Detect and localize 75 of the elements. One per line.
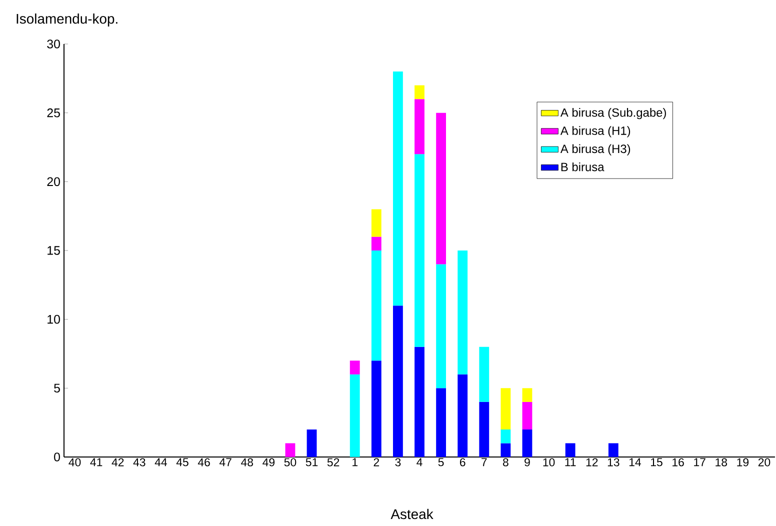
x-tick-label: 9 <box>524 458 530 466</box>
bar <box>393 72 403 306</box>
y-tick-label: 25 <box>47 108 60 118</box>
x-tick-label: 8 <box>503 458 508 466</box>
x-tick-label: 43 <box>133 458 146 466</box>
x-tick-label: 16 <box>672 458 684 466</box>
bar <box>371 209 382 237</box>
y-tick-label: 10 <box>48 314 60 324</box>
x-tick-label: 4 <box>416 458 422 466</box>
bar <box>522 388 532 402</box>
bar <box>414 85 424 100</box>
legend-label: A birusa (H3) <box>560 144 630 156</box>
x-tick-label: 14 <box>629 458 641 466</box>
bar <box>350 360 360 374</box>
bar <box>479 402 490 457</box>
x-tick-label: 11 <box>565 458 576 466</box>
bar <box>436 112 446 264</box>
x-tick-label: 18 <box>716 458 728 466</box>
bar <box>414 99 424 154</box>
x-tick-label: 45 <box>176 458 188 466</box>
x-tick-label: 44 <box>154 458 167 466</box>
x-tick-label: 51 <box>306 458 318 466</box>
bar <box>500 443 511 457</box>
x-tick-label: 46 <box>198 458 210 466</box>
x-tick-label: 19 <box>737 458 749 466</box>
x-tick-label: 40 <box>68 458 81 466</box>
x-tick-label: 47 <box>219 458 232 466</box>
bar <box>371 360 382 457</box>
bar <box>479 346 490 402</box>
x-tick-label: 12 <box>586 458 598 466</box>
x-tick-label: 49 <box>262 458 275 466</box>
y-axis-title: Isolamendu-kop. <box>16 13 118 26</box>
bar <box>458 374 468 457</box>
legend-label: A birusa (Sub.gabe) <box>560 108 666 120</box>
legend-label: B birusa <box>561 162 604 172</box>
y-tick-label: 5 <box>54 384 60 393</box>
x-tick-label: 13 <box>608 458 620 466</box>
x-tick-label: 50 <box>284 458 296 466</box>
x-axis-title: Asteak <box>390 508 434 520</box>
bar <box>458 250 468 374</box>
x-tick-label: 48 <box>241 458 254 466</box>
bar <box>522 429 532 457</box>
legend-label: A birusa (H1) <box>560 126 630 138</box>
bar <box>500 388 511 430</box>
x-tick-label: 15 <box>651 458 662 466</box>
bar <box>436 388 446 457</box>
y-tick-label: 0 <box>54 452 60 462</box>
bar <box>522 402 532 430</box>
y-tick-label: 30 <box>47 40 60 48</box>
bar <box>500 429 511 444</box>
x-tick-label: 17 <box>694 458 706 466</box>
bar <box>393 306 403 457</box>
bar <box>414 154 424 347</box>
x-tick-label: 41 <box>90 458 102 466</box>
x-tick-label: 1 <box>352 458 358 466</box>
bar <box>371 236 382 250</box>
x-tick-label: 52 <box>327 458 340 466</box>
x-tick-label: 3 <box>395 458 401 466</box>
bar <box>350 374 360 457</box>
bar <box>436 264 446 388</box>
bar <box>565 443 576 457</box>
bar <box>414 346 424 457</box>
x-tick-label: 5 <box>438 458 444 466</box>
x-tick-label: 42 <box>112 458 124 466</box>
x-tick-label: 10 <box>543 458 555 466</box>
x-tick-label: 6 <box>460 458 466 466</box>
bar <box>306 429 317 457</box>
bar <box>608 443 618 457</box>
y-tick-label: 20 <box>47 177 60 186</box>
y-tick-label: 15 <box>48 246 60 255</box>
x-tick-label: 20 <box>758 458 770 466</box>
x-tick-label: 2 <box>374 458 380 466</box>
bar <box>285 443 296 457</box>
bar <box>371 250 382 361</box>
x-tick-label: 7 <box>482 458 487 466</box>
